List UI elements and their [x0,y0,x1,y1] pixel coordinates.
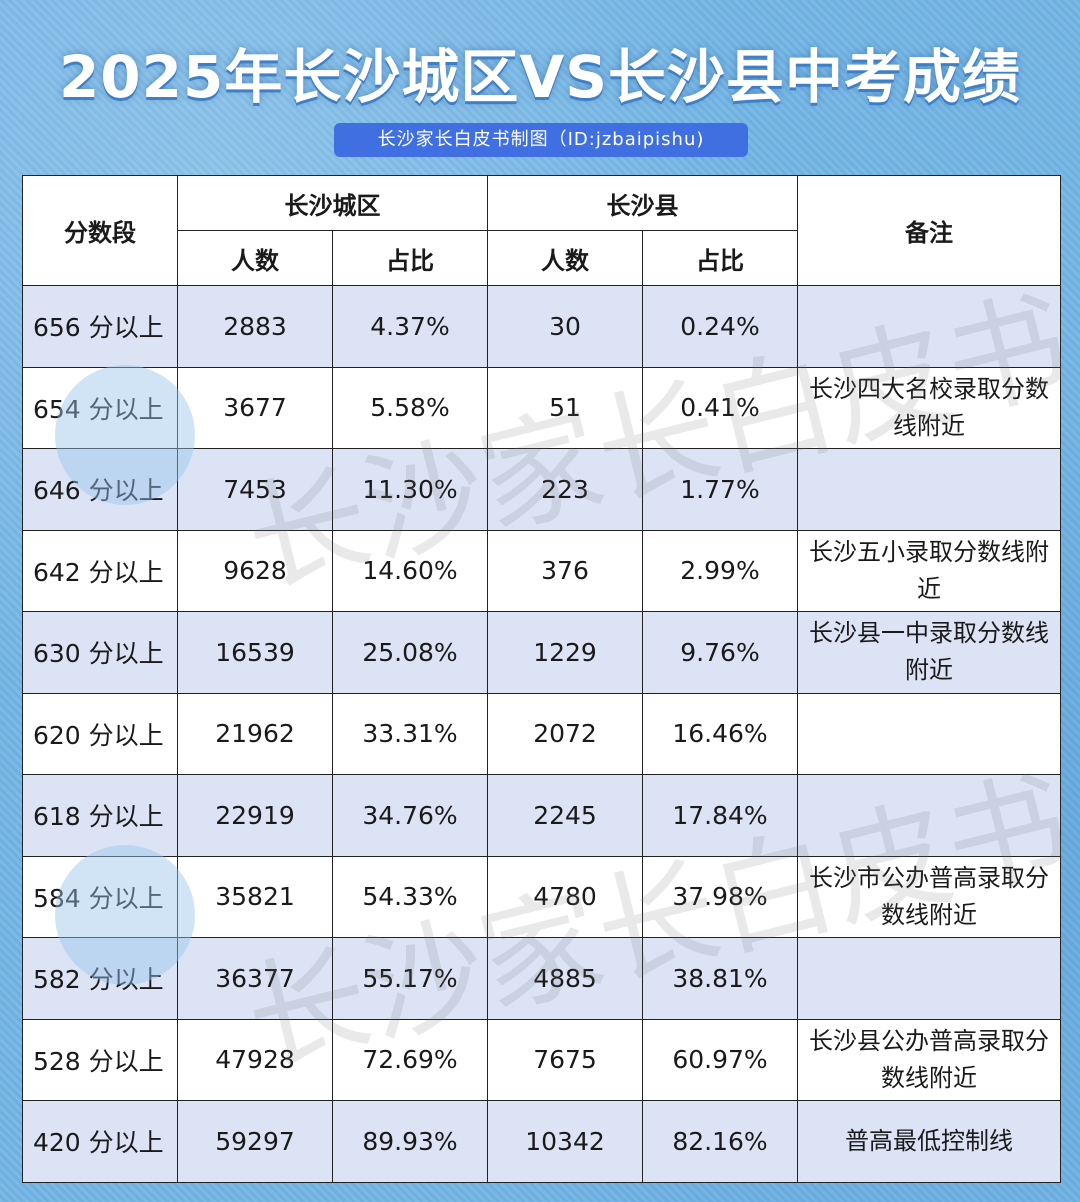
cell-city-count: 59297 [177,1100,333,1183]
cell-city-ratio: 89.93% [332,1100,488,1183]
cell-note: 长沙五小录取分数线附近 [797,529,1061,612]
header-city: 长沙城区 [177,175,488,231]
header-city-count: 人数 [177,230,333,286]
cell-county-count: 4780 [487,855,643,938]
cell-note [797,937,1061,1020]
cell-city-count: 47928 [177,1018,333,1101]
header-note: 备注 [797,175,1061,286]
source-badge: 长沙家长白皮书制图（ID:jzbaipishu) [334,123,748,157]
cell-city-count: 7453 [177,448,333,531]
header-segment: 分数段 [22,175,178,286]
cell-segment: 646 分以上 [22,448,178,531]
cell-city-ratio: 54.33% [332,855,488,938]
cell-county-count: 2245 [487,774,643,857]
cell-city-count: 21962 [177,692,333,775]
cell-county-count: 2072 [487,692,643,775]
table-row: 420 分以上 59297 89.93% 10342 82.16% 普高最低控制线 [22,1100,1061,1183]
cell-county-ratio: 17.84% [642,774,798,857]
cell-segment: 584 分以上 [22,855,178,938]
cell-county-ratio: 0.41% [642,366,798,449]
cell-city-ratio: 34.76% [332,774,488,857]
cell-city-count: 36377 [177,937,333,1020]
cell-city-count: 2883 [177,285,333,368]
cell-city-count: 16539 [177,611,333,694]
cell-note: 长沙市公办普高录取分数线附近 [797,855,1061,938]
cell-county-count: 10342 [487,1100,643,1183]
cell-city-count: 35821 [177,855,333,938]
table-row: 642 分以上 9628 14.60% 376 2.99% 长沙五小录取分数线附近 [22,529,1061,612]
cell-county-count: 4885 [487,937,643,1020]
cell-county-ratio: 60.97% [642,1018,798,1101]
cell-county-count: 223 [487,448,643,531]
header-county-ratio: 占比 [642,230,798,286]
cell-county-count: 1229 [487,611,643,694]
cell-county-ratio: 82.16% [642,1100,798,1183]
table-row: 582 分以上 36377 55.17% 4885 38.81% [22,937,1061,1020]
cell-county-count: 30 [487,285,643,368]
cell-segment: 618 分以上 [22,774,178,857]
table-row: 654 分以上 3677 5.58% 51 0.41% 长沙四大名校录取分数线附近 [22,366,1061,449]
cell-note: 长沙县一中录取分数线附近 [797,611,1061,694]
header-county: 长沙县 [487,175,798,231]
cell-segment: 654 分以上 [22,366,178,449]
cell-note [797,692,1061,775]
cell-segment: 630 分以上 [22,611,178,694]
table-row: 630 分以上 16539 25.08% 1229 9.76% 长沙县一中录取分数线附近 [22,611,1061,694]
table-row: 646 分以上 7453 11.30% 223 1.77% [22,448,1061,531]
cell-segment: 620 分以上 [22,692,178,775]
cell-city-count: 22919 [177,774,333,857]
cell-city-ratio: 5.58% [332,366,488,449]
cell-city-ratio: 55.17% [332,937,488,1020]
cell-county-count: 7675 [487,1018,643,1101]
cell-city-ratio: 14.60% [332,529,488,612]
table-row: 584 分以上 35821 54.33% 4780 37.98% 长沙市公办普高录取分数线… [22,855,1061,938]
cell-county-ratio: 9.76% [642,611,798,694]
table-row: 528 分以上 47928 72.69% 7675 60.97% 长沙县公办普高录取分数线… [22,1018,1061,1101]
table-row: 656 分以上 2883 4.37% 30 0.24% [22,285,1061,368]
cell-city-count: 3677 [177,366,333,449]
cell-city-ratio: 4.37% [332,285,488,368]
cell-county-count: 51 [487,366,643,449]
cell-county-ratio: 0.24% [642,285,798,368]
cell-city-ratio: 25.08% [332,611,488,694]
cell-county-ratio: 37.98% [642,855,798,938]
cell-county-ratio: 1.77% [642,448,798,531]
cell-note [797,774,1061,857]
cell-segment: 642 分以上 [22,529,178,612]
cell-county-ratio: 38.81% [642,937,798,1020]
score-table: 分数段 长沙城区 长沙县 备注 人数 占比 人数 占比 656 分以上 2883 4… [22,175,1061,1183]
cell-note: 普高最低控制线 [797,1100,1061,1183]
table-row: 620 分以上 21962 33.31% 2072 16.46% [22,692,1061,775]
table-row: 618 分以上 22919 34.76% 2245 17.84% [22,774,1061,857]
cell-note: 长沙四大名校录取分数线附近 [797,366,1061,449]
cell-county-ratio: 16.46% [642,692,798,775]
header-city-ratio: 占比 [332,230,488,286]
cell-note [797,448,1061,531]
cell-segment: 656 分以上 [22,285,178,368]
cell-county-ratio: 2.99% [642,529,798,612]
cell-city-ratio: 11.30% [332,448,488,531]
page-title: 2025年长沙城区VS长沙县中考成绩 [58,43,1022,111]
cell-city-ratio: 72.69% [332,1018,488,1101]
cell-note: 长沙县公办普高录取分数线附近 [797,1018,1061,1101]
header-county-count: 人数 [487,230,643,286]
cell-city-ratio: 33.31% [332,692,488,775]
cell-county-count: 376 [487,529,643,612]
cell-note [797,285,1061,368]
cell-segment: 528 分以上 [22,1018,178,1101]
cell-city-count: 9628 [177,529,333,612]
cell-segment: 420 分以上 [22,1100,178,1183]
cell-segment: 582 分以上 [22,937,178,1020]
